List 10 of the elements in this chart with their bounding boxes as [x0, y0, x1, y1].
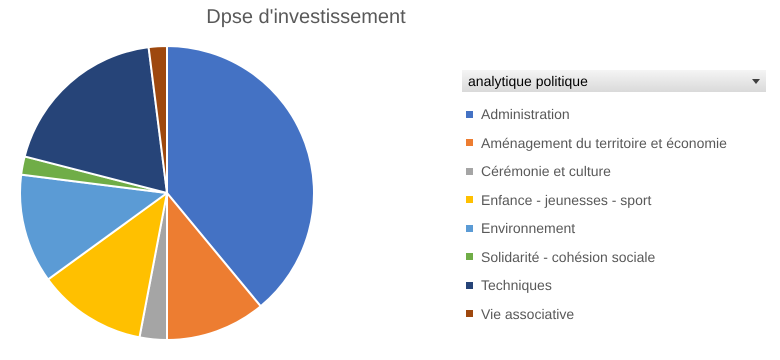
legend-label: Administration [481, 106, 570, 122]
legend-label: Techniques [481, 277, 552, 294]
legend-label: Cérémonie et culture [481, 163, 611, 180]
legend-label: Enfance - jeunesses - sport [481, 192, 652, 208]
legend-label: Solidarité - cohésion sociale [481, 248, 656, 265]
legend-label: Vie associative [481, 306, 574, 322]
legend-label: Environnement [481, 220, 576, 236]
legend-title: analytique politique [468, 73, 588, 89]
chart-title: Dpse d'investissement [205, 6, 407, 29]
legend-label: Aménagement du territoire et économie [481, 134, 727, 151]
